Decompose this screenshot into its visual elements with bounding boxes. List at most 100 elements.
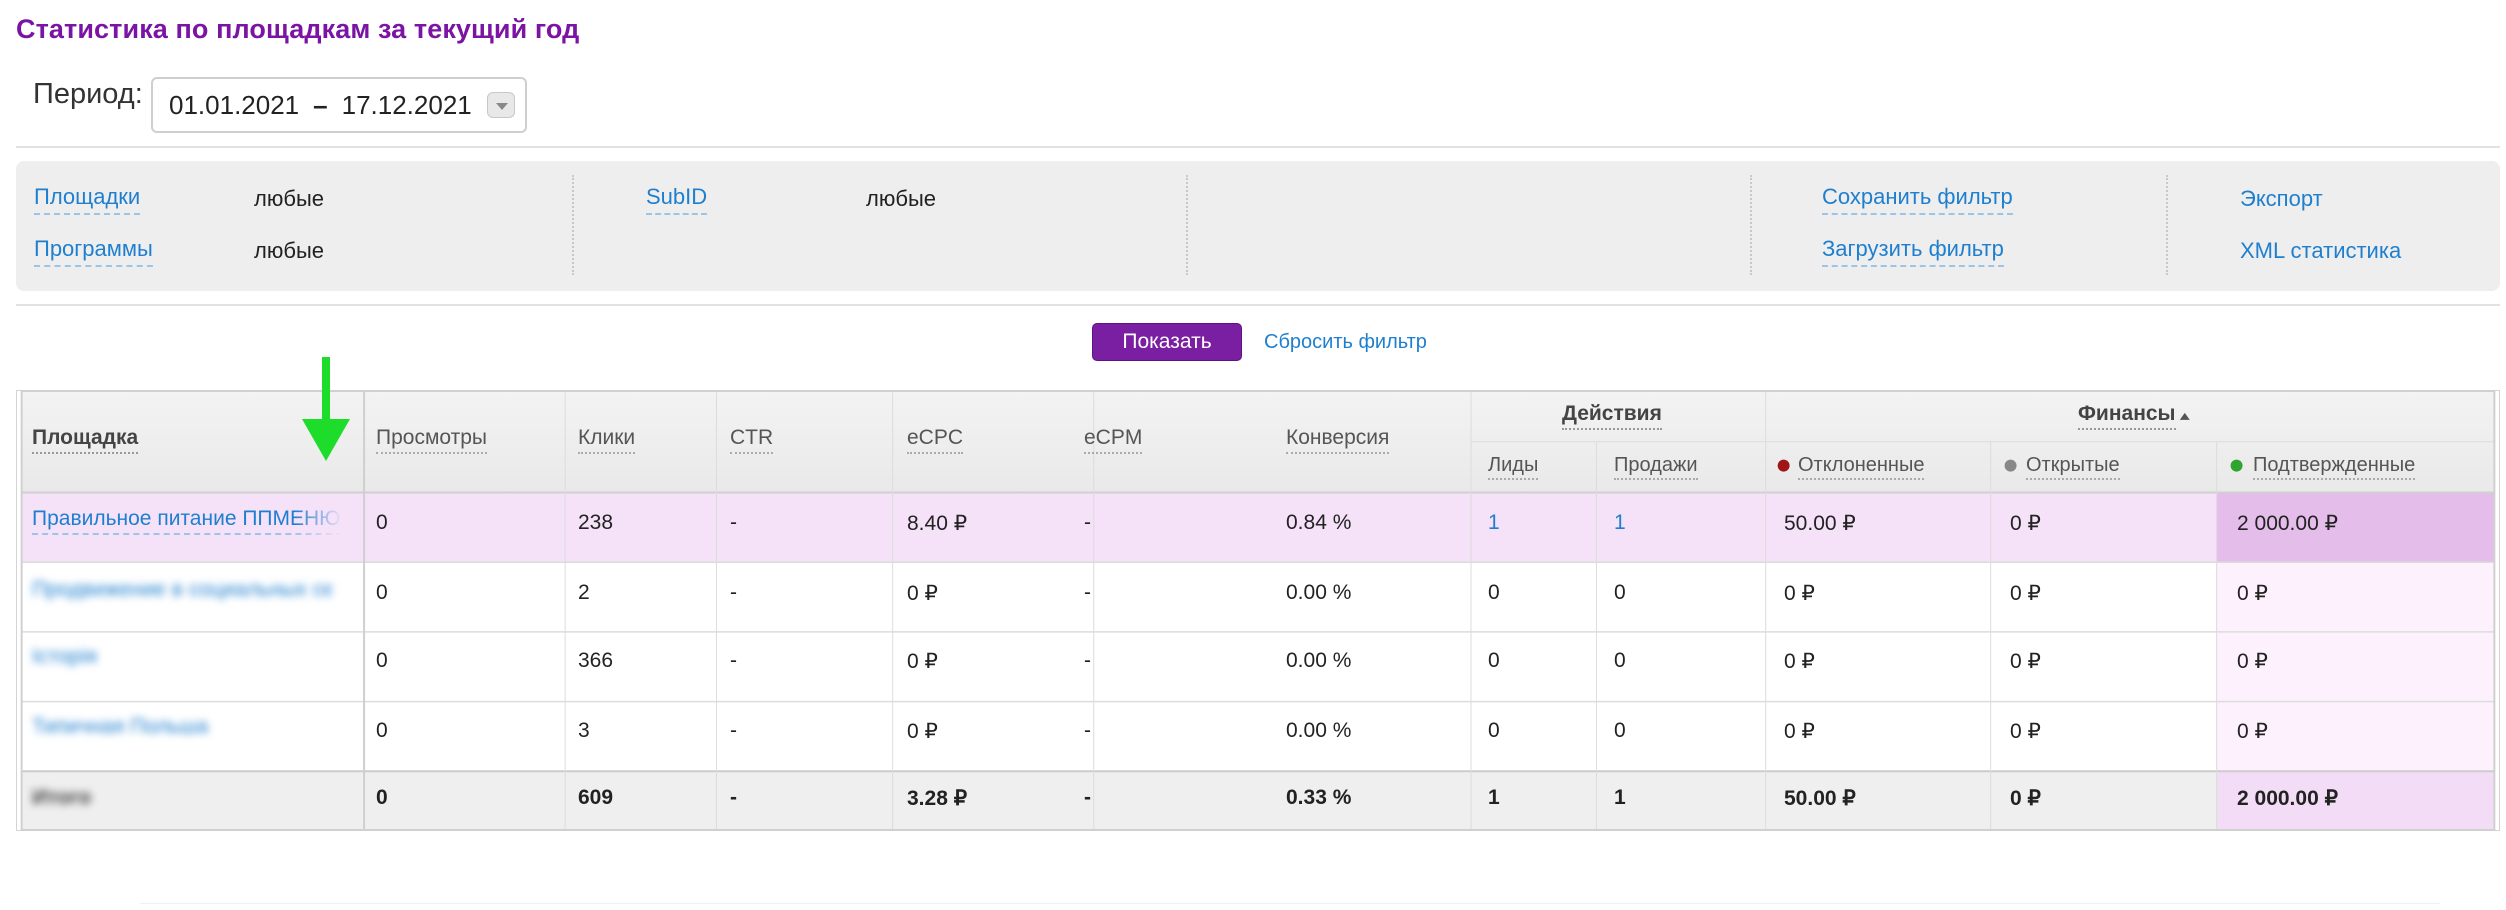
totals-views: 0: [376, 786, 388, 809]
ecpc-cell: 0 ₽: [907, 720, 938, 743]
rejected-cell: 0 ₽: [1784, 582, 1815, 605]
filter-platforms-value: любые: [254, 186, 324, 211]
open-cell: 0 ₽: [2010, 582, 2041, 605]
period-separator: –: [313, 89, 328, 120]
col-views-header[interactable]: Просмотры: [376, 426, 487, 454]
conversion-cell: 0.00 %: [1286, 719, 1352, 742]
sales-cell: 0: [1614, 719, 1626, 742]
rejected-cell: 50.00 ₽: [1784, 512, 1856, 535]
stats-table: [16, 390, 2500, 831]
open-cell: 0 ₽: [2010, 512, 2041, 535]
rejected-dot-icon: [1777, 459, 1790, 472]
col-confirmed-header[interactable]: Подтвержденные: [2253, 454, 2416, 480]
totals-label: Итого: [32, 786, 92, 809]
open-cell: 0 ₽: [2010, 650, 2041, 673]
filter-panel: Площадки любые Программы любые SubID люб…: [16, 161, 2500, 291]
confirmed-cell: 0 ₽: [2237, 650, 2268, 673]
col-leads-header[interactable]: Лиды: [1488, 454, 1539, 480]
ctr-cell: -: [730, 649, 737, 672]
divider: [140, 903, 2440, 904]
totals-ecpm: -: [1084, 786, 1091, 809]
col-rejected-header[interactable]: Отклоненные: [1798, 454, 1925, 480]
col-ecpc-header[interactable]: eCPC: [907, 426, 964, 454]
leads-cell: 0: [1488, 719, 1500, 742]
finance-group-header[interactable]: Финансы: [2078, 402, 2176, 430]
confirmed-cell: 2 000.00 ₽: [2237, 512, 2338, 535]
confirmed-col-bg: [2216, 562, 2495, 772]
load-filter-link[interactable]: Загрузить фильтр: [1822, 237, 2004, 267]
conversion-cell: 0.00 %: [1286, 581, 1352, 604]
totals-conversion: 0.33 %: [1286, 786, 1352, 809]
leads-link[interactable]: 1: [1488, 511, 1500, 534]
page-title: Статистика по площадкам за текущий год: [16, 14, 580, 44]
ecpm-cell: -: [1084, 719, 1091, 742]
period-picker[interactable]: 01.01.2021 – 17.12.2021: [151, 77, 527, 133]
open-dot-icon: [2004, 459, 2017, 472]
totals-leads: 1: [1488, 786, 1500, 809]
totals-row-bg: [21, 771, 2217, 830]
sort-asc-icon: [2179, 412, 2190, 420]
platform-link[interactable]: Продвижение в социальных сетях: [32, 578, 332, 601]
col-platform-header[interactable]: Площадка: [32, 426, 139, 454]
ecpm-cell: -: [1084, 511, 1091, 534]
actions-group-header: Действия: [1562, 402, 1662, 430]
filter-programs-link[interactable]: Программы: [34, 237, 153, 267]
chevron-down-icon[interactable]: [487, 92, 515, 118]
col-ctr-header[interactable]: CTR: [730, 426, 774, 454]
clicks-cell: 366: [578, 649, 614, 672]
ecpc-cell: 8.40 ₽: [907, 512, 968, 535]
clicks-cell: 2: [578, 581, 590, 604]
filter-separator: [572, 175, 574, 275]
divider: [16, 304, 2500, 306]
leads-cell: 0: [1488, 581, 1500, 604]
views-cell: 0: [376, 581, 388, 604]
confirmed-col-highlight: [2216, 492, 2495, 563]
filter-programs-value: любые: [254, 238, 324, 263]
reset-filter-link[interactable]: Сбросить фильтр: [1264, 331, 1427, 353]
col-clicks-header[interactable]: Клики: [578, 426, 636, 454]
divider: [16, 146, 2500, 148]
totals-rejected: 50.00 ₽: [1784, 787, 1856, 810]
highlight-row-bg: [21, 492, 2495, 563]
xml-stats-link[interactable]: XML статистика: [2240, 238, 2402, 263]
col-sales-header[interactable]: Продажи: [1614, 454, 1698, 480]
col-ecpm-header[interactable]: eCPM: [1084, 426, 1143, 454]
platform-link[interactable]: Правильное питание ППМЕНЮ: [32, 507, 342, 535]
show-button[interactable]: Показать: [1092, 323, 1242, 361]
totals-sales: 1: [1614, 786, 1626, 809]
views-cell: 0: [376, 511, 388, 534]
totals-confirmed: 2 000.00 ₽: [2237, 787, 2338, 810]
totals-clicks: 609: [578, 786, 614, 809]
save-filter-link[interactable]: Сохранить фильтр: [1822, 185, 2013, 215]
sales-link[interactable]: 1: [1614, 511, 1626, 534]
period-to: 17.12.2021: [341, 89, 472, 120]
filter-separator: [2166, 175, 2168, 275]
ctr-cell: -: [730, 719, 737, 742]
filter-subid-link[interactable]: SubID: [646, 185, 708, 215]
col-open-header[interactable]: Открытые: [2026, 454, 2120, 480]
views-cell: 0: [376, 719, 388, 742]
period-from: 01.01.2021: [169, 89, 300, 120]
totals-ecpc: 3.28 ₽: [907, 787, 968, 810]
confirmed-total-bg: [2216, 771, 2495, 830]
platform-link[interactable]: Історія: [32, 645, 98, 668]
confirmed-cell: 0 ₽: [2237, 720, 2268, 743]
filter-subid-value: любые: [866, 186, 936, 211]
export-link[interactable]: Экспорт: [2240, 186, 2323, 211]
leads-cell: 0: [1488, 649, 1500, 672]
clicks-cell: 238: [578, 511, 614, 534]
confirmed-cell: 0 ₽: [2237, 582, 2268, 605]
ctr-cell: -: [730, 581, 737, 604]
sales-cell: 0: [1614, 649, 1626, 672]
open-cell: 0 ₽: [2010, 720, 2041, 743]
filter-separator: [1186, 175, 1188, 275]
conversion-cell: 0.84 %: [1286, 511, 1352, 534]
col-conversion-header[interactable]: Конверсия: [1286, 426, 1390, 454]
arrow-down-icon: [302, 357, 350, 461]
filter-platforms-link[interactable]: Площадки: [34, 185, 141, 215]
platform-link[interactable]: Типичная Польша: [32, 715, 209, 738]
filter-separator: [1750, 175, 1752, 275]
sales-cell: 0: [1614, 581, 1626, 604]
rejected-cell: 0 ₽: [1784, 720, 1815, 743]
ecpc-cell: 0 ₽: [907, 582, 938, 605]
